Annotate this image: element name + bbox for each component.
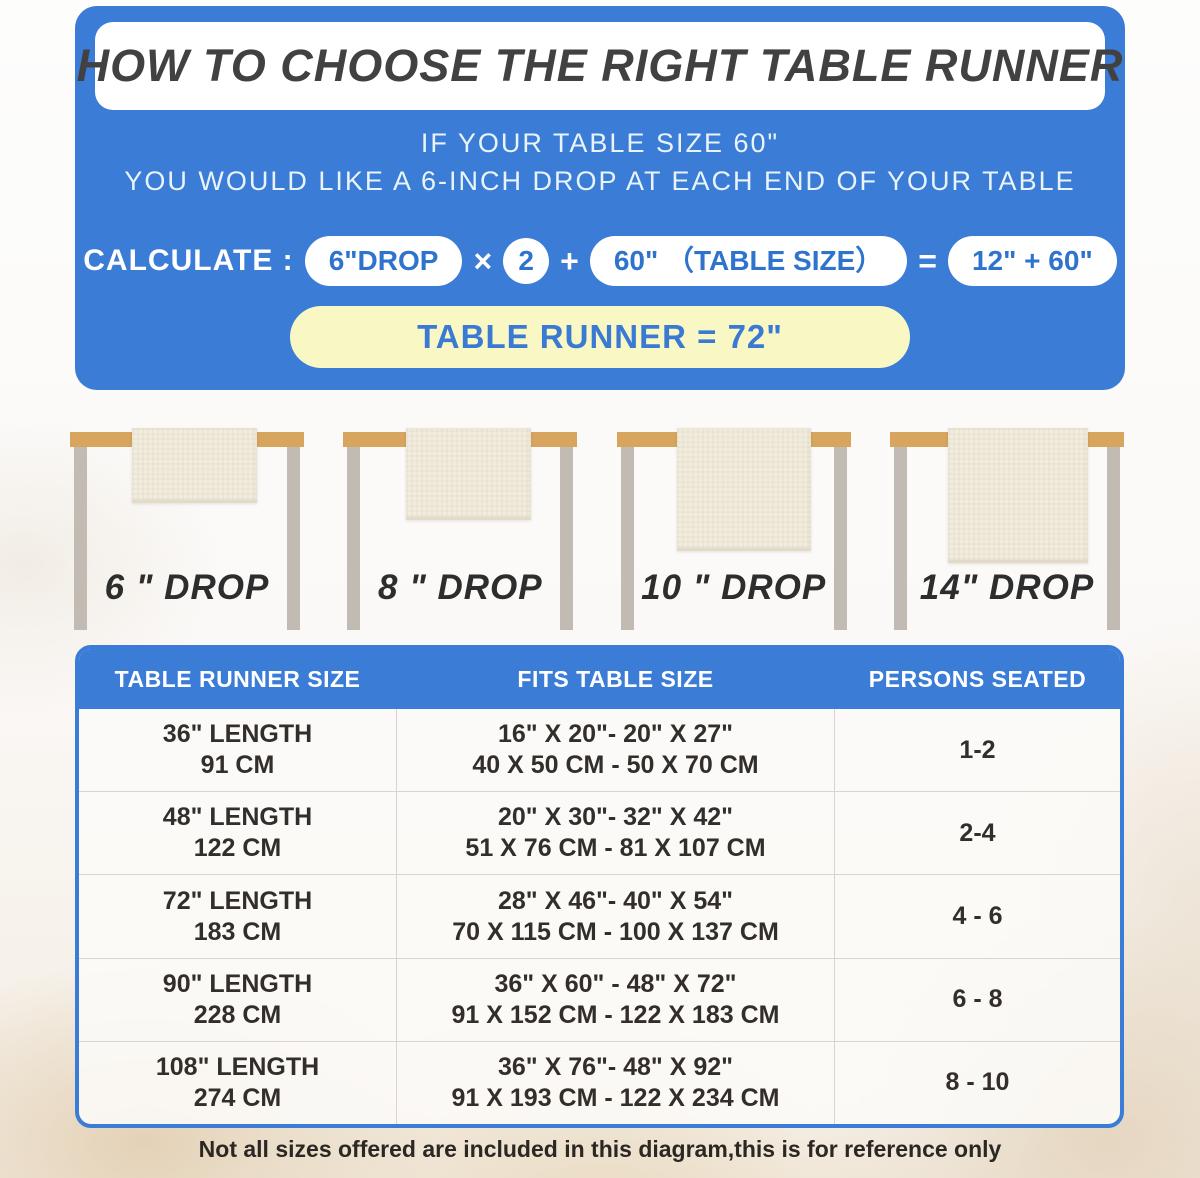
cell-runner-size: 48" LENGTH 122 CM: [79, 792, 396, 874]
fits-size-cm: 51 X 76 CM - 81 X 107 CM: [465, 834, 766, 863]
table-leg-icon: [833, 447, 847, 630]
table-row: 48" LENGTH 122 CM 20" X 30"- 32" X 42" 5…: [79, 791, 1120, 875]
table-leg-icon: [893, 447, 907, 630]
runner-size-inches: 36" LENGTH: [162, 720, 313, 749]
runner-size-cm: 228 CM: [193, 1000, 282, 1029]
fits-size-cm: 70 X 115 CM - 100 X 137 CM: [452, 917, 779, 946]
runner-size-inches: 72" LENGTH: [162, 886, 313, 915]
cell-fits-size: 16" X 20"- 20" X 27" 40 X 50 CM - 50 X 7…: [396, 709, 835, 792]
runner-size-inches: 48" LENGTH: [162, 803, 313, 832]
fits-size-inches: 36" X 60" - 48" X 72": [494, 969, 737, 998]
drop-label: 8 " DROP: [378, 568, 543, 607]
cell-persons: 4 - 6: [835, 875, 1120, 957]
table-row: 72" LENGTH 183 CM 28" X 46"- 40" X 54" 7…: [79, 874, 1120, 958]
persons-seated: 6 - 8: [952, 985, 1003, 1014]
plus-sign: +: [560, 243, 579, 279]
persons-seated: 1-2: [959, 735, 996, 764]
cell-persons: 6 - 8: [835, 959, 1120, 1041]
size-table-header: TABLE RUNNER SIZE FITS TABLE SIZE PERSON…: [79, 649, 1120, 709]
persons-seated: 2-4: [959, 818, 996, 847]
drop-figure-14: 14" DROP: [889, 425, 1124, 640]
fits-size-inches: 36" X 76"- 48" X 92": [497, 1052, 734, 1081]
drop-figure-10: 10 " DROP: [616, 425, 851, 640]
multiplier-badge: 2: [503, 238, 550, 284]
fits-size-inches: 16" X 20"- 20" X 27": [497, 720, 734, 749]
table-leg-icon: [287, 447, 300, 630]
runner-size-cm: 122 CM: [193, 834, 282, 863]
fits-size-cm: 91 X 193 CM - 122 X 234 CM: [451, 1083, 780, 1112]
table-leg-icon: [560, 447, 574, 630]
footer-note: Not all sizes offered are included in th…: [198, 1136, 1002, 1162]
runner-size-cm: 274 CM: [193, 1083, 282, 1112]
fits-size-inches: 28" X 46"- 40" X 54": [497, 886, 734, 915]
cell-fits-size: 36" X 60" - 48" X 72" 91 X 152 CM - 122 …: [396, 958, 835, 1041]
cell-persons: 1-2: [835, 709, 1120, 791]
table-runner-cloth-icon: [676, 428, 811, 551]
table-runner-result-pill: TABLE RUNNER = 72": [290, 306, 910, 368]
fits-size-cm: 91 X 152 CM - 122 X 183 CM: [451, 1000, 780, 1029]
table-leg-icon: [620, 447, 634, 630]
title-banner: HOW TO CHOOSE THE RIGHT TABLE RUNNER: [77, 22, 1122, 110]
runner-size-inches: 108" LENGTH: [155, 1052, 320, 1081]
table-leg-icon: [1106, 447, 1120, 630]
cell-fits-size: 36" X 76"- 48" X 92" 91 X 193 CM - 122 X…: [396, 1041, 835, 1124]
subtitle-line-1: IF YOUR TABLE SIZE 60": [420, 128, 780, 158]
cell-persons: 8 - 10: [835, 1042, 1120, 1124]
cell-fits-size: 20" X 30"- 32" X 42" 51 X 76 CM - 81 X 1…: [396, 792, 835, 875]
table-leg-icon: [74, 447, 87, 630]
table-leg-icon: [347, 447, 361, 630]
equals-sign: =: [918, 243, 937, 279]
drop-figures: 6 " DROP 8 " DROP 10 " DROP 14" DROP: [70, 425, 1124, 640]
drop-pill: 6"DROP: [304, 236, 463, 286]
table-row: 90" LENGTH 228 CM 36" X 60" - 48" X 72" …: [79, 957, 1120, 1041]
col-header-fits-size: FITS TABLE SIZE: [517, 665, 714, 692]
col-header-persons: PERSONS SEATED: [868, 665, 1087, 692]
table-runner-cloth-icon: [406, 428, 532, 520]
drop-figure-6: 6 " DROP: [70, 425, 304, 640]
calculate-label: CALCULATE :: [83, 244, 294, 277]
cell-runner-size: 72" LENGTH 183 CM: [79, 875, 396, 957]
persons-seated: 4 - 6: [952, 902, 1003, 930]
drop-figure-8: 8 " DROP: [343, 425, 578, 640]
cell-fits-size: 28" X 46"- 40" X 54" 70 X 115 CM - 100 X…: [396, 875, 835, 958]
size-table: TABLE RUNNER SIZE FITS TABLE SIZE PERSON…: [75, 645, 1124, 1128]
col-header-runner-size: TABLE RUNNER SIZE: [114, 665, 361, 692]
runner-size-cm: 91 CM: [200, 751, 275, 780]
cell-runner-size: 108" LENGTH 274 CM: [79, 1042, 396, 1124]
fits-size-inches: 20" X 30"- 32" X 42": [497, 803, 734, 832]
drop-label: 6 " DROP: [104, 568, 270, 607]
page-title: HOW TO CHOOSE THE RIGHT TABLE RUNNER: [76, 40, 1124, 91]
sum-pill: 12" + 60": [947, 236, 1117, 286]
table-row: 36" LENGTH 91 CM 16" X 20"- 20" X 27" 40…: [79, 709, 1120, 792]
fits-size-cm: 40 X 50 CM - 50 X 70 CM: [472, 751, 759, 780]
cell-runner-size: 36" LENGTH 91 CM: [79, 709, 396, 791]
runner-size-inches: 90" LENGTH: [162, 969, 313, 998]
table-row: 108" LENGTH 274 CM 36" X 76"- 48" X 92" …: [79, 1040, 1120, 1124]
cell-runner-size: 90" LENGTH 228 CM: [79, 959, 396, 1041]
persons-seated: 8 - 10: [945, 1068, 1010, 1097]
table-runner-cloth-icon: [947, 428, 1088, 563]
cell-persons: 2-4: [835, 792, 1120, 874]
drop-label: 10 " DROP: [641, 568, 827, 607]
subtitle-line-2: YOU WOULD LIKE A 6-INCH DROP AT EACH END…: [124, 166, 1076, 196]
table-size-pill: 60" （TABLE SIZE）: [589, 236, 908, 286]
multiply-sign: ×: [473, 243, 493, 279]
table-runner-cloth-icon: [132, 428, 257, 503]
header-panel: HOW TO CHOOSE THE RIGHT TABLE RUNNER IF …: [75, 6, 1125, 390]
size-table-body: 36" LENGTH 91 CM 16" X 20"- 20" X 27" 40…: [79, 709, 1120, 1124]
runner-size-cm: 183 CM: [193, 917, 282, 946]
drop-label: 14" DROP: [919, 568, 1095, 607]
calculate-row: CALCULATE : 6"DROP × 2 + 60" （TABLE SIZE…: [75, 236, 1125, 286]
